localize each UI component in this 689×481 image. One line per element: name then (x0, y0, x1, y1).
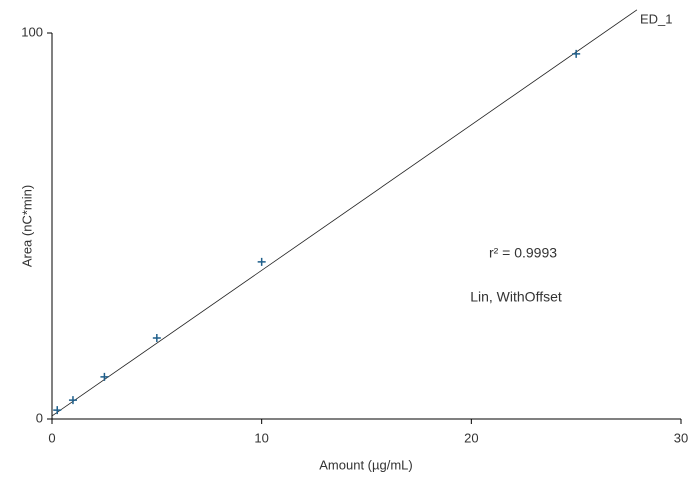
y-tick-label: 100 (21, 24, 43, 39)
data-point (53, 406, 62, 415)
x-axis-label: Amount (µg/mL) (319, 457, 412, 472)
y-axis-label: Area (nC*min) (19, 185, 34, 267)
y-tick-label: 0 (36, 410, 43, 425)
fit-type: Lin, WithOffset (470, 289, 562, 305)
data-point (257, 257, 266, 266)
fit-line (51, 9, 638, 417)
data-point (152, 333, 161, 342)
x-tick-label: 20 (464, 430, 478, 445)
x-tick-label: 10 (254, 430, 268, 445)
series-label: ED_1 (640, 11, 673, 26)
x-tick-label: 30 (674, 430, 688, 445)
data-point (68, 396, 77, 405)
r-squared: r² = 0.9993 (489, 245, 557, 261)
x-tick-label: 0 (48, 430, 55, 445)
data-point (572, 49, 581, 58)
data-point (100, 372, 109, 381)
